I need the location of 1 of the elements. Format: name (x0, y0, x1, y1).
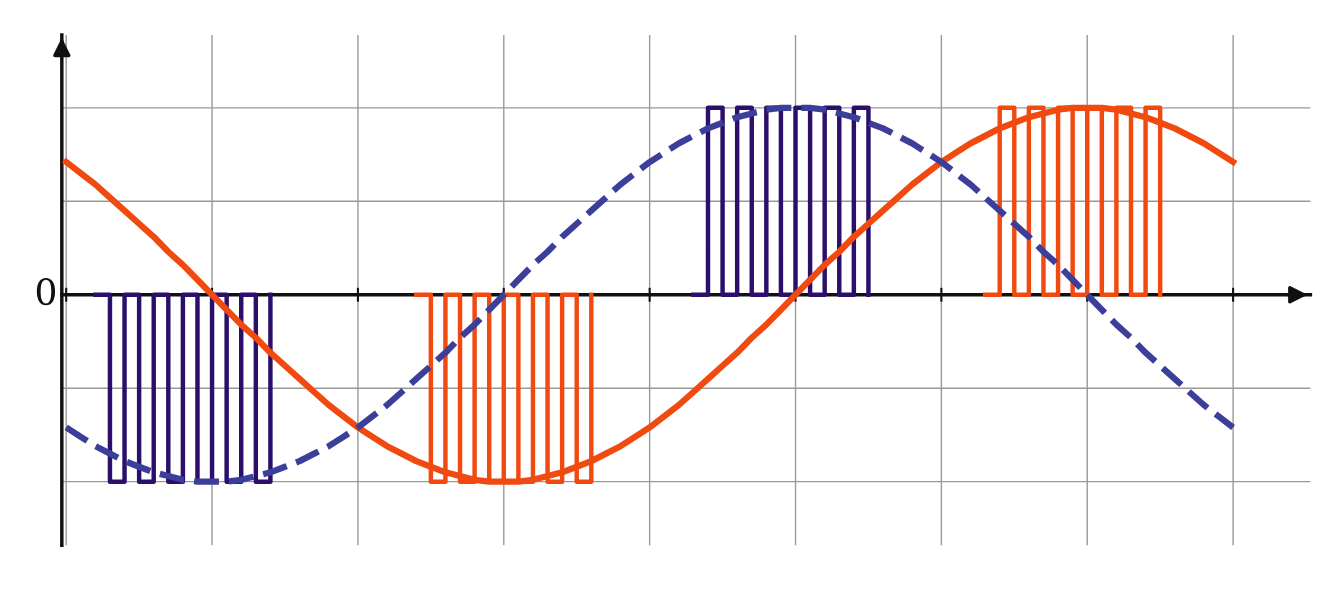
text: 0 (36, 277, 56, 306)
